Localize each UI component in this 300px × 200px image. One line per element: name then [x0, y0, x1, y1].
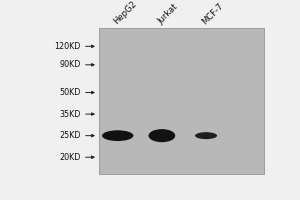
Text: 90KD: 90KD	[59, 60, 80, 69]
Text: 20KD: 20KD	[59, 153, 80, 162]
Ellipse shape	[102, 130, 134, 141]
Ellipse shape	[195, 132, 217, 139]
Text: Jurkat: Jurkat	[155, 3, 179, 26]
FancyBboxPatch shape	[99, 28, 264, 174]
Ellipse shape	[148, 129, 175, 142]
Text: 120KD: 120KD	[54, 42, 80, 51]
Text: HepG2: HepG2	[111, 0, 138, 26]
Text: MCF-7: MCF-7	[200, 1, 225, 26]
Text: 35KD: 35KD	[59, 110, 80, 119]
Text: 50KD: 50KD	[59, 88, 80, 97]
Text: 25KD: 25KD	[59, 131, 80, 140]
